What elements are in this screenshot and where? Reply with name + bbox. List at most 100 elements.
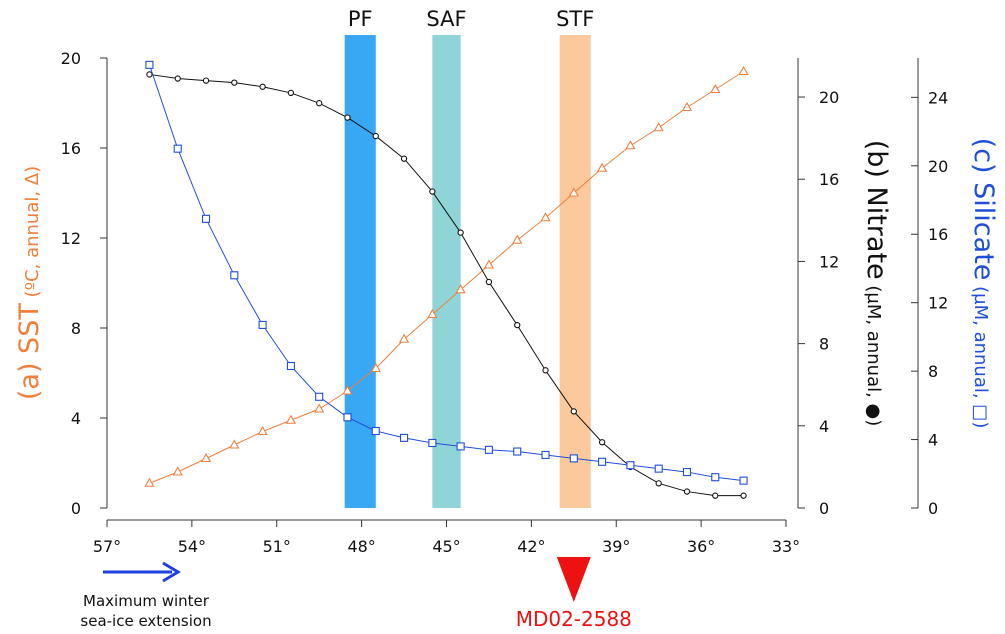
x-tick-label: 39°	[602, 537, 630, 556]
sst-point	[370, 362, 381, 373]
core-location-marker: MD02-2588	[516, 557, 632, 631]
silicate-point	[484, 445, 493, 454]
front-band-saf	[432, 35, 461, 508]
sst-point	[285, 414, 297, 424]
sst-tick-label: 16	[61, 139, 81, 158]
sst-point	[398, 333, 410, 343]
x-tick-label: 33°	[772, 537, 800, 556]
series-line-silicate	[148, 64, 744, 482]
nitrate-axis-title-sub: (µM, annual, ●)	[863, 280, 884, 427]
silicate-point	[371, 426, 380, 436]
sst-point	[710, 83, 721, 94]
sst-tick-label: 8	[71, 319, 81, 338]
nitrate-point	[655, 480, 662, 487]
silicate-point	[315, 392, 324, 401]
sst-tick-label: 4	[71, 409, 81, 428]
x-tick-label: 54°	[178, 537, 206, 556]
sst-point	[427, 308, 438, 319]
front-bands: PF SAF STF	[344, 7, 594, 508]
silicate-point	[598, 457, 607, 466]
x-tick-label: 48°	[347, 537, 375, 556]
silicate-tick-label: 12	[928, 294, 948, 313]
silicate-point	[428, 438, 437, 448]
core-label: MD02-2588	[516, 607, 632, 631]
front-band-stf	[559, 35, 591, 508]
silicate-point	[145, 60, 154, 69]
nitrate-point	[287, 89, 295, 97]
sst-point	[512, 234, 523, 244]
silicate-point	[456, 442, 465, 451]
silicate-axis-title-sub: (µM, annual, □)	[970, 280, 991, 428]
nitrate-point	[146, 71, 153, 78]
silicate-tick-label: 4	[928, 431, 938, 450]
silicate-point	[513, 447, 522, 456]
nitrate-tick-label: 16	[819, 170, 839, 189]
sea-ice-label-line1: Maximum winter	[83, 592, 210, 610]
data-series	[144, 60, 749, 499]
nitrate-point	[202, 77, 210, 84]
nitrate-axis-title-main: (b) Nitrate	[861, 140, 892, 280]
sst-point	[625, 140, 636, 150]
silicate-point	[569, 454, 578, 463]
silicate-point	[173, 144, 182, 153]
sst-point	[738, 65, 749, 76]
nitrate-point	[598, 439, 606, 446]
front-label-stf: STF	[556, 7, 594, 31]
nitrate-tick-label: 12	[819, 252, 839, 271]
sst-point	[540, 212, 551, 222]
silicate-tick-label: 16	[928, 225, 948, 244]
nitrate-point	[259, 83, 266, 90]
nitrate-point	[740, 492, 747, 499]
nitrate-point	[316, 100, 323, 107]
silicate-axis-title-main: (c) Silicate	[968, 138, 999, 281]
sea-ice-annotation: Maximum winter sea-ice extension	[80, 561, 212, 630]
nitrate-point	[400, 155, 408, 162]
nitrate-point	[570, 408, 577, 415]
sst-point	[200, 452, 212, 463]
sst-point	[653, 122, 664, 132]
sst-point	[229, 439, 240, 449]
silicate-axis-title: (c) Silicate (µM, annual, □)	[968, 138, 999, 429]
silicate-point	[541, 450, 550, 460]
nitrate-point	[683, 488, 691, 495]
silicate-tick-label: 8	[928, 362, 938, 381]
x-tick-label: 51°	[263, 537, 291, 556]
silicate-point	[230, 271, 239, 280]
nitrate-point	[231, 79, 238, 86]
core-location-triangle-icon	[556, 557, 591, 602]
tick-marks	[100, 57, 918, 527]
sst-point	[257, 425, 268, 436]
sst-point	[681, 101, 693, 112]
nitrate-point	[372, 132, 379, 140]
nitrate-point	[457, 229, 464, 236]
nitrate-tick-label: 8	[819, 335, 829, 354]
nitrate-point	[485, 278, 493, 286]
nitrate-point	[712, 492, 719, 499]
nitrate-point	[174, 75, 181, 82]
sst-point	[342, 385, 353, 395]
front-label-saf: SAF	[426, 7, 466, 31]
silicate-point	[400, 433, 409, 442]
sst-point	[172, 466, 183, 476]
nitrate-tick-label: 20	[819, 88, 839, 107]
sea-ice-arrow-head-icon	[162, 561, 181, 583]
silicate-point	[739, 476, 748, 485]
tick-labels: 57° 54° 51° 48° 45° 42° 39° 36° 33° 0 4 8 12 16 20 0 4 8 1…	[61, 49, 949, 556]
silicate-point	[682, 468, 692, 477]
silicate-point	[654, 464, 663, 473]
nitrate-tick-label: 4	[819, 417, 829, 436]
silicate-point	[626, 461, 635, 470]
series-silicate	[145, 60, 748, 485]
silicate-point	[201, 214, 211, 223]
series-sst	[144, 65, 749, 487]
sst-point	[568, 187, 579, 197]
sst-point	[314, 403, 325, 413]
sst-point	[483, 259, 495, 269]
silicate-point	[258, 320, 267, 329]
series-line-sst	[149, 71, 744, 484]
sst-point	[455, 284, 466, 294]
silicate-tick-label: 24	[928, 88, 948, 107]
sst-axis-title-sub: (ºC, annual, Δ)	[22, 166, 43, 303]
sst-axis-title-main: (a) SST	[14, 303, 45, 400]
